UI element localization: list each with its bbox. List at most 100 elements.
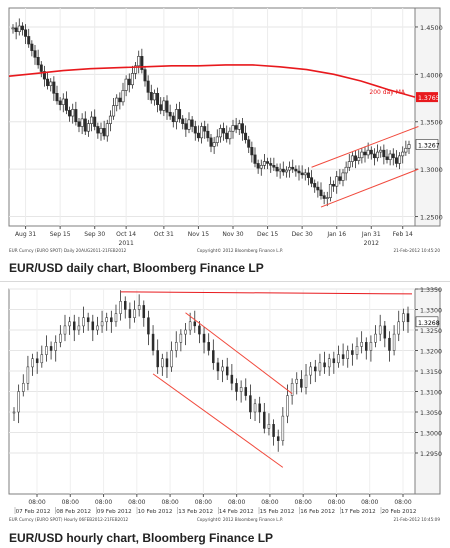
price-bar: [378, 325, 382, 335]
price-bar: [58, 100, 62, 105]
price-bar: [17, 25, 21, 32]
price-bar: [237, 123, 241, 130]
price-bar: [14, 27, 18, 32]
price-bar: [295, 378, 299, 384]
price-bar: [162, 100, 166, 111]
price-bar: [383, 325, 387, 339]
price-bar: [73, 321, 76, 331]
price-bar: [335, 176, 339, 187]
price-bar: [382, 149, 386, 158]
price-bar: [267, 424, 271, 429]
y-tick-label: 1.3500: [420, 119, 443, 127]
price-bar: [244, 387, 248, 396]
price-bar: [341, 354, 345, 359]
daily-chart: 1.4500 1.4000 1.3500 1.3000 1.2500 Aug 31 Sep …: [8, 7, 443, 253]
price-bar: [30, 43, 34, 51]
price-bar: [337, 354, 340, 364]
price-bar: [269, 163, 273, 166]
price-bar: [112, 105, 116, 117]
price-bar: [77, 121, 81, 127]
price-bar: [276, 436, 280, 441]
y-tick-label: 1.3300: [420, 308, 442, 315]
price-bar: [290, 383, 294, 396]
price-bar: [297, 170, 301, 174]
price-bar: [306, 172, 310, 178]
price-bar: [322, 195, 326, 199]
price-bar: [187, 119, 191, 130]
price-bar: [314, 366, 317, 372]
price-bar: [212, 350, 215, 364]
x-tick-label: 08:00: [394, 499, 411, 506]
hourly-chart: 1.3350 1.3300 1.3250 1.3200 1.3150 1.3100 1.30…: [8, 287, 442, 522]
price-bar: [388, 337, 391, 351]
price-bar: [96, 325, 99, 331]
price-bar: [203, 126, 207, 132]
x-tick-label: 08:00: [62, 499, 79, 506]
price-bar: [174, 342, 178, 351]
price-bar: [168, 111, 172, 117]
price-bar: [388, 153, 392, 160]
price-bar: [12, 411, 16, 414]
price-bar: [275, 166, 279, 172]
lower-trend-line: [320, 168, 419, 208]
price-bar: [376, 151, 380, 159]
price-bar: [215, 136, 219, 143]
price-bar: [394, 157, 398, 164]
price-bar: [52, 81, 56, 94]
price-bar: [108, 115, 112, 124]
price-bar: [83, 118, 87, 132]
price-bar: [218, 128, 222, 138]
price-bar: [11, 27, 15, 30]
x-tick-label: Oct 31: [154, 231, 174, 238]
price-bar: [366, 149, 370, 156]
price-bar: [401, 151, 405, 157]
price-bar: [36, 56, 40, 66]
price-bar: [206, 130, 210, 139]
x-tick-label: 08:00: [228, 499, 245, 506]
price-bar: [360, 342, 363, 347]
price-bar: [234, 125, 238, 130]
price-bar: [190, 119, 194, 127]
price-bar: [133, 309, 136, 318]
x-tick-label: Feb 14: [393, 231, 413, 238]
price-bar: [105, 317, 108, 323]
price-bar: [188, 321, 192, 331]
price-bar: [68, 110, 72, 117]
y-tick-label: 1.3050: [420, 410, 442, 417]
price-bar: [80, 118, 84, 127]
ma-label: 200 day MA: [369, 89, 405, 96]
price-bar: [54, 342, 57, 351]
price-bar: [347, 161, 351, 168]
daily-chart-panel: 1.4500 1.4000 1.3500 1.3000 1.2500 Aug 31 Sep …: [0, 7, 450, 282]
x-date-label: 07 Feb 2012: [16, 509, 51, 515]
x-tick-label: 08:00: [161, 499, 178, 506]
price-bar: [332, 358, 336, 364]
price-bar: [45, 346, 48, 355]
price-bar: [40, 354, 44, 364]
price-bar: [152, 93, 156, 101]
y-tick-label: 1.3000: [420, 166, 443, 174]
price-bar: [272, 424, 275, 437]
price-bar: [22, 383, 25, 392]
price-bar: [391, 153, 395, 159]
price-bar: [332, 183, 336, 187]
price-bar: [231, 125, 235, 132]
price-bar: [193, 321, 197, 327]
price-bar: [272, 165, 276, 168]
price-bar: [114, 313, 118, 323]
x-tick-label: Dec 30: [292, 231, 313, 238]
price-bar: [202, 333, 206, 343]
price-bar: [156, 350, 159, 368]
ma-value-label: 1.3765: [418, 95, 440, 102]
price-bar: [304, 374, 308, 388]
x-tick-label: 08:00: [295, 499, 312, 506]
price-bar: [134, 65, 138, 74]
price-bar: [181, 118, 185, 124]
price-bar: [26, 366, 30, 384]
price-bar: [165, 100, 169, 113]
price-bar: [239, 387, 243, 392]
price-bar: [281, 168, 285, 173]
price-bar: [207, 342, 210, 351]
y-tick-label: 1.2950: [420, 451, 442, 458]
price-bar: [355, 346, 359, 355]
